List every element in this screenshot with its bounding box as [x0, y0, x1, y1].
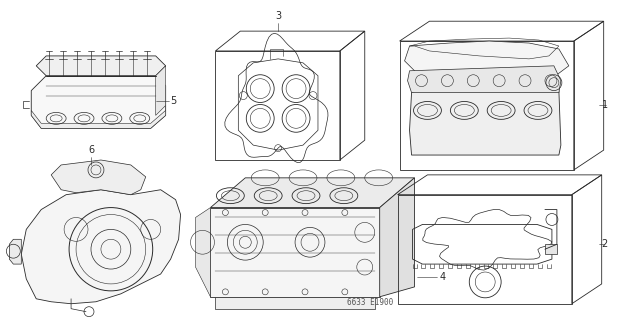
Text: 6633 E1900: 6633 E1900	[347, 298, 393, 307]
Text: 4: 4	[440, 272, 446, 282]
Polygon shape	[195, 208, 210, 297]
Polygon shape	[21, 190, 180, 304]
Text: 2: 2	[601, 239, 608, 249]
Polygon shape	[210, 208, 379, 297]
Text: 3: 3	[275, 11, 281, 21]
Polygon shape	[545, 244, 557, 254]
Polygon shape	[379, 178, 415, 297]
Text: 1: 1	[601, 100, 608, 110]
Polygon shape	[407, 66, 561, 92]
Polygon shape	[405, 41, 569, 86]
Polygon shape	[9, 239, 21, 264]
Polygon shape	[51, 160, 146, 195]
Polygon shape	[31, 110, 166, 128]
Polygon shape	[210, 178, 415, 208]
Polygon shape	[410, 79, 561, 155]
Polygon shape	[156, 66, 166, 116]
Text: 5: 5	[170, 96, 177, 106]
Polygon shape	[31, 76, 166, 128]
Polygon shape	[36, 56, 166, 76]
Text: 6: 6	[88, 145, 94, 155]
Polygon shape	[215, 297, 374, 309]
